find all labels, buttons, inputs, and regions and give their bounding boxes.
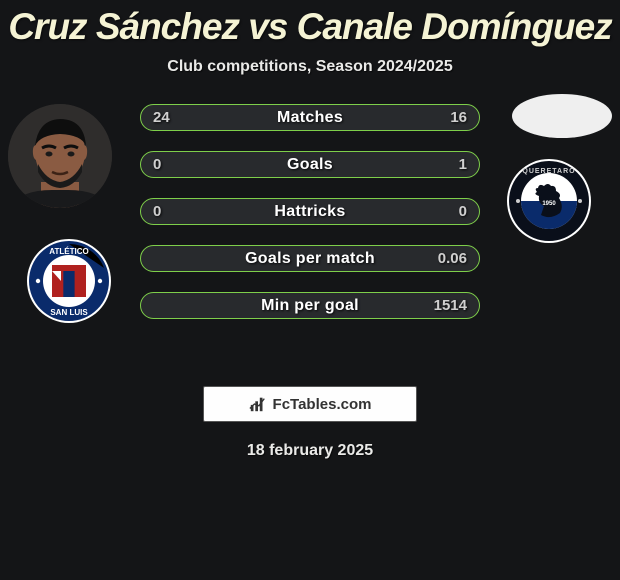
stat-right-value: 16 — [450, 109, 467, 126]
stat-label: Hattricks — [274, 203, 345, 221]
svg-text:ATLÉTICO: ATLÉTICO — [49, 247, 88, 256]
stat-left-value: 0 — [153, 156, 161, 173]
stat-right-value: 1514 — [434, 297, 467, 314]
watermark-text: FcTables.com — [273, 396, 372, 413]
watermark: FcTables.com — [203, 386, 417, 422]
stat-left-value: 0 — [153, 203, 161, 220]
comparison-card: Cruz Sánchez vs Canale Domínguez Club co… — [0, 0, 620, 440]
stat-right-value: 0 — [459, 203, 467, 220]
stat-label: Matches — [277, 109, 343, 127]
stat-row-goals: 0 Goals 1 — [140, 151, 480, 178]
avatar-left-icon — [8, 104, 112, 208]
stat-label: Min per goal — [261, 297, 359, 315]
stat-row-matches: 24 Matches 16 — [140, 104, 480, 131]
crest-atletico-san-luis-icon: ATLÉTICO SAN LUIS — [26, 238, 112, 324]
stat-label: Goals per match — [245, 250, 375, 268]
page-title: Cruz Sánchez vs Canale Domínguez — [0, 0, 620, 48]
player-right-avatar — [512, 94, 612, 138]
date-line: 18 february 2025 — [0, 442, 620, 460]
club-left-crest: ATLÉTICO SAN LUIS — [26, 238, 112, 324]
crest-queretaro-icon: QUERETARO 1950 — [506, 158, 592, 244]
club-right-crest: QUERETARO 1950 — [506, 158, 592, 244]
stat-label: Goals — [287, 156, 333, 174]
svg-text:1950: 1950 — [542, 201, 556, 207]
stat-row-goals-per-match: Goals per match 0.06 — [140, 245, 480, 272]
arena: ATLÉTICO SAN LUIS QUERETARO — [0, 104, 620, 364]
player-left-avatar — [8, 104, 112, 208]
stat-row-min-per-goal: Min per goal 1514 — [140, 292, 480, 319]
svg-text:QUERETARO: QUERETARO — [522, 168, 575, 175]
stat-right-value: 0.06 — [438, 250, 467, 267]
stat-left-value: 24 — [153, 109, 170, 126]
stat-bars: 24 Matches 16 0 Goals 1 0 Hattricks 0 Go… — [140, 104, 480, 319]
bar-chart-icon — [249, 395, 267, 413]
subtitle: Club competitions, Season 2024/2025 — [0, 58, 620, 76]
stat-right-value: 1 — [459, 156, 467, 173]
svg-text:SAN LUIS: SAN LUIS — [50, 308, 88, 317]
stat-row-hattricks: 0 Hattricks 0 — [140, 198, 480, 225]
